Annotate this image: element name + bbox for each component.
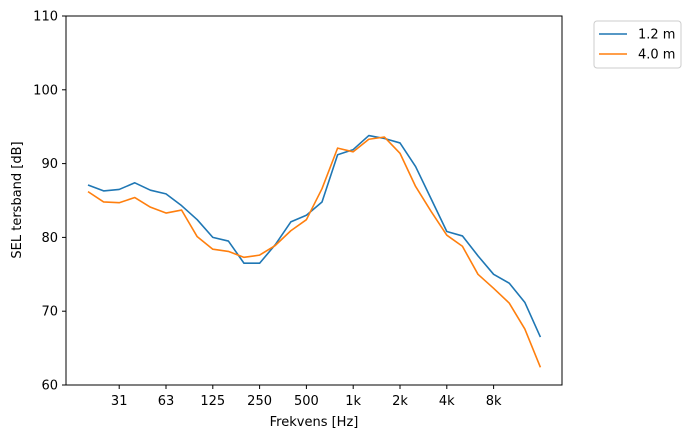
series-line-2 — [87, 136, 542, 368]
plot-frame — [65, 15, 563, 386]
y-tick-label: 90 — [41, 157, 58, 172]
x-tick-label: 8k — [486, 394, 502, 409]
x-tick-label: 1k — [345, 394, 361, 409]
y-tick-label: 110 — [33, 10, 58, 25]
x-axis-label: Frekvens [Hz] — [270, 415, 359, 430]
y-tick-label: 100 — [33, 83, 58, 98]
x-tick-label: 500 — [294, 394, 319, 409]
series-line-1 — [87, 134, 542, 338]
y-axis-label: SEL tersband [dB] — [10, 141, 25, 258]
legend-label: 4.0 m — [638, 48, 675, 63]
y-tick-label: 80 — [41, 231, 58, 246]
y-tick-label: 70 — [41, 305, 58, 320]
y-tick-label: 60 — [41, 379, 58, 394]
x-tick-label: 2k — [392, 394, 408, 409]
x-tick-label: 125 — [200, 394, 225, 409]
legend-frame — [593, 20, 682, 69]
x-tick-label: 63 — [158, 394, 175, 409]
x-tick-label: 4k — [439, 394, 455, 409]
legend-label: 1.2 m — [638, 28, 675, 43]
x-tick-label: 250 — [247, 394, 272, 409]
x-tick-label: 31 — [111, 394, 128, 409]
legend: 1.2 m 4.0 m — [593, 20, 682, 69]
